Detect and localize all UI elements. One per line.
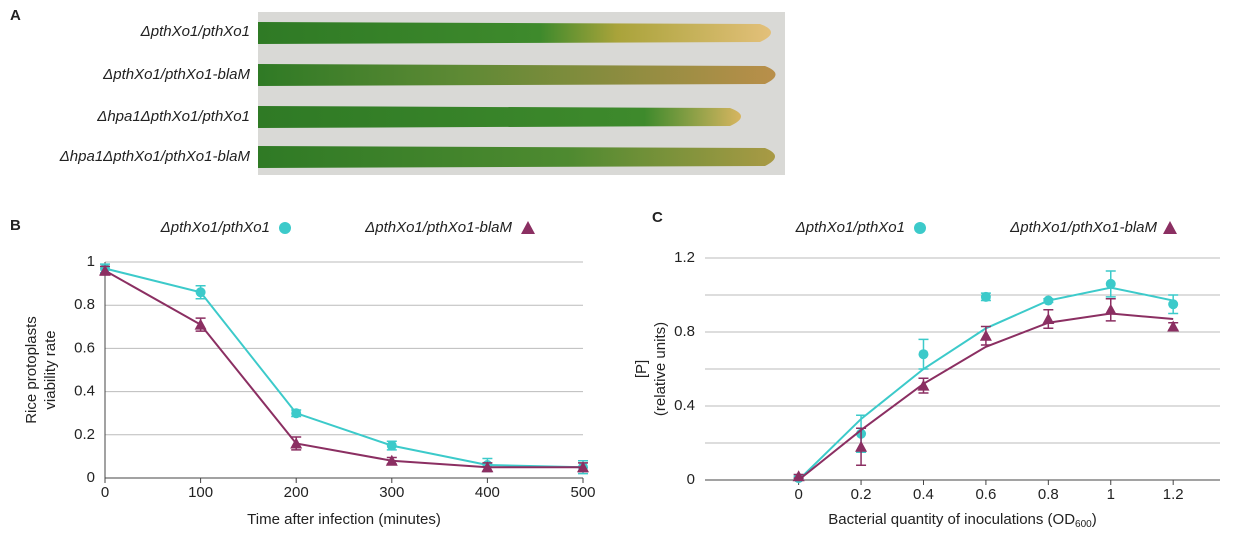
- panel-letter: A: [10, 7, 21, 24]
- y-axis-label: [P] (relative units): [633, 322, 669, 416]
- point: [386, 440, 397, 451]
- y-axis-label: Rice protoplasts viability rate: [23, 316, 59, 424]
- y-tick-label: 1.2: [674, 249, 695, 266]
- x-tick-label: 400: [475, 484, 500, 501]
- point: [577, 461, 589, 473]
- x-tick-label: 0.8: [1038, 486, 1059, 503]
- x-tick-label: 200: [284, 484, 309, 501]
- y-tick-label: 0.4: [74, 383, 95, 400]
- legend-marker: [914, 222, 926, 234]
- leaf-label: Δhpa1ΔpthXo1/pthXo1: [96, 108, 250, 125]
- y-axis-label-line: viability rate: [42, 330, 59, 409]
- y-tick-label: 1: [87, 253, 95, 270]
- y-tick-label: 0.2: [74, 426, 95, 443]
- panel-letter: C: [652, 209, 663, 226]
- x-axis-label: Time after infection (minutes): [247, 511, 441, 528]
- x-tick-label: 0: [794, 486, 802, 503]
- point: [1168, 299, 1179, 310]
- y-tick-label: 0.4: [674, 397, 695, 414]
- x-tick-label: 0.4: [913, 486, 934, 503]
- y-tick-label: 0.8: [674, 323, 695, 340]
- point: [855, 440, 868, 452]
- legend-label: ΔpthXo1/pthXo1: [160, 219, 270, 236]
- x-axis-label-end: ): [1092, 511, 1097, 528]
- point: [290, 437, 303, 449]
- point: [1105, 278, 1116, 289]
- x-axis-label-text: Bacterial quantity of inoculations (OD: [828, 511, 1075, 528]
- point: [918, 349, 929, 360]
- panel-letter: B: [10, 217, 21, 234]
- leaf-photo: [258, 12, 785, 175]
- leaf-label: ΔpthXo1/pthXo1: [140, 23, 250, 40]
- y-tick-label: 0: [87, 469, 95, 486]
- point: [99, 264, 111, 276]
- legend-label: ΔpthXo1/pthXo1-blaM: [1009, 219, 1157, 236]
- x-tick-label: 0.6: [975, 486, 996, 503]
- point: [291, 408, 302, 419]
- legend-marker: [521, 221, 535, 234]
- y-tick-label: 0.8: [74, 296, 95, 313]
- y-tick-label: 0.6: [74, 339, 95, 356]
- x-tick-label: 0.2: [851, 486, 872, 503]
- point: [1104, 303, 1117, 315]
- point: [385, 454, 398, 466]
- legend-label: ΔpthXo1/pthXo1-blaM: [364, 219, 512, 236]
- fit-curve: [797, 286, 1174, 481]
- point: [917, 379, 930, 391]
- point: [481, 461, 494, 473]
- y-tick-label: 0: [687, 471, 695, 488]
- x-tick-label: 1.2: [1163, 486, 1184, 503]
- leaf-label: ΔpthXo1/pthXo1-blaM: [102, 66, 250, 83]
- x-tick-label: 1: [1107, 486, 1115, 503]
- point: [194, 318, 207, 330]
- point: [1042, 313, 1055, 325]
- x-tick-label: 300: [379, 484, 404, 501]
- series-line: [104, 269, 583, 469]
- x-axis-label-sub: 600: [1075, 519, 1092, 530]
- y-axis-label-line: (relative units): [652, 322, 669, 416]
- point: [1043, 295, 1054, 306]
- x-tick-label: 100: [188, 484, 213, 501]
- legend-marker: [1163, 221, 1177, 234]
- point: [195, 287, 206, 298]
- y-axis-label-line: [P]: [633, 360, 650, 378]
- x-axis-label-text: Time after infection (minutes): [247, 511, 441, 528]
- x-tick-label: 500: [570, 484, 595, 501]
- leaf-label: Δhpa1ΔpthXo1/pthXo1-blaM: [59, 148, 251, 165]
- point: [980, 291, 991, 302]
- y-axis-label-line: Rice protoplasts: [23, 316, 40, 424]
- legend-label: ΔpthXo1/pthXo1: [795, 219, 905, 236]
- point: [792, 470, 805, 482]
- x-axis-label: Bacterial quantity of inoculations (OD60…: [828, 511, 1096, 530]
- point: [979, 329, 992, 341]
- x-tick-label: 0: [101, 484, 109, 501]
- series-line: [104, 267, 584, 469]
- legend-marker: [279, 222, 291, 234]
- point: [1167, 320, 1180, 332]
